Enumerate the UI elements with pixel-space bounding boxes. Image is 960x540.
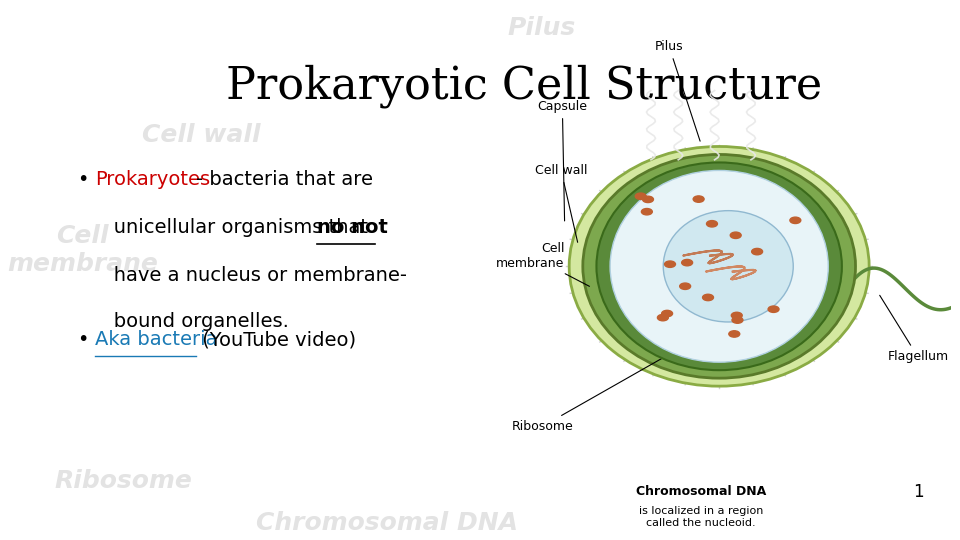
Circle shape <box>682 259 692 266</box>
Circle shape <box>790 217 801 224</box>
Circle shape <box>680 283 690 289</box>
Ellipse shape <box>569 146 869 386</box>
Text: Prokaryotic Cell Structure: Prokaryotic Cell Structure <box>226 64 822 107</box>
Text: - bacteria that are: - bacteria that are <box>197 171 373 190</box>
Text: Capsule: Capsule <box>538 100 588 221</box>
Circle shape <box>693 196 704 202</box>
Text: Cell
membrane: Cell membrane <box>496 242 589 286</box>
Circle shape <box>732 317 743 323</box>
Ellipse shape <box>596 163 842 370</box>
Text: Aka bacteria: Aka bacteria <box>95 330 217 349</box>
Circle shape <box>707 220 717 227</box>
Circle shape <box>703 294 713 301</box>
Text: Flagellum: Flagellum <box>879 295 948 363</box>
Text: Pilus: Pilus <box>655 40 700 141</box>
Ellipse shape <box>611 171 828 362</box>
Text: •: • <box>79 330 96 349</box>
Text: Cell wall: Cell wall <box>535 164 588 242</box>
Text: Chromosomal DNA: Chromosomal DNA <box>256 511 518 535</box>
Text: Ribosome: Ribosome <box>55 469 193 492</box>
Ellipse shape <box>583 154 855 378</box>
Text: Cell
membrane: Cell membrane <box>8 224 158 275</box>
Text: 1: 1 <box>913 483 924 501</box>
Text: (YouTube video): (YouTube video) <box>197 330 356 349</box>
Circle shape <box>768 306 779 313</box>
Circle shape <box>729 331 740 337</box>
Circle shape <box>752 248 762 255</box>
Text: bound organelles.: bound organelles. <box>95 312 289 330</box>
Text: Pilus: Pilus <box>508 16 576 40</box>
Circle shape <box>642 196 654 202</box>
Text: have a nucleus or membrane-: have a nucleus or membrane- <box>95 266 407 285</box>
Circle shape <box>636 193 646 199</box>
Text: •: • <box>79 171 96 190</box>
Text: Prokaryotes: Prokaryotes <box>95 171 210 190</box>
Circle shape <box>661 310 673 317</box>
Text: is localized in a region
called the nucleoid.: is localized in a region called the nucl… <box>638 506 763 528</box>
Ellipse shape <box>663 211 793 322</box>
Text: unicellular organisms that: unicellular organisms that <box>95 218 374 238</box>
Text: Cell wall: Cell wall <box>142 123 260 146</box>
Circle shape <box>664 261 676 267</box>
Circle shape <box>658 314 668 321</box>
Text: Ribosome: Ribosome <box>512 358 662 433</box>
Circle shape <box>731 232 741 239</box>
Circle shape <box>641 208 652 215</box>
Text: no not: no not <box>318 218 388 238</box>
Circle shape <box>732 312 742 319</box>
Text: Chromosomal DNA: Chromosomal DNA <box>636 485 766 498</box>
